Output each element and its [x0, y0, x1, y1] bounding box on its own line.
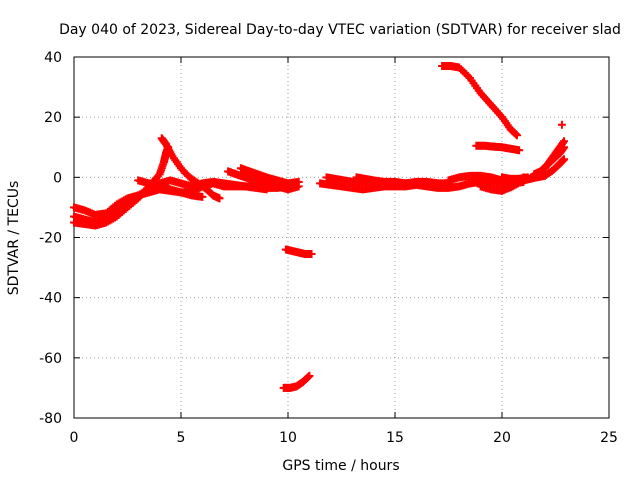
y-tick-label: -40 — [39, 291, 62, 307]
y-tick-label: -60 — [39, 351, 62, 367]
series-track-13 — [438, 62, 521, 140]
x-tick-label: 0 — [70, 430, 79, 446]
y-tick-label: -80 — [39, 411, 62, 427]
data-point — [560, 155, 569, 164]
data-point — [512, 131, 521, 140]
chart-title: Day 040 of 2023, Sidereal Day-to-day VTE… — [59, 22, 621, 38]
series-track-8 — [281, 245, 316, 259]
data-points — [70, 62, 569, 392]
series-track-9 — [279, 371, 314, 392]
x-tick-label: 10 — [279, 430, 297, 446]
data-point — [515, 146, 524, 155]
data-point — [294, 177, 303, 186]
data-point — [557, 120, 566, 129]
x-tick-label: 15 — [386, 430, 404, 446]
y-tick-labels: 40 20 0 -20 -40 -60 -80 — [39, 50, 62, 427]
y-tick-label: -20 — [39, 231, 62, 247]
x-tick-labels: 0 5 10 15 20 25 — [70, 430, 618, 446]
series-track-4 — [157, 134, 224, 203]
series-track-21 — [557, 120, 566, 129]
x-tick-label: 20 — [493, 430, 511, 446]
data-point — [215, 194, 224, 203]
y-axis-label: SDTVAR / TECUs — [6, 181, 22, 296]
y-tick-label: 40 — [44, 50, 62, 66]
data-point — [198, 192, 207, 201]
y-tick-label: 20 — [44, 110, 62, 126]
x-tick-label: 5 — [177, 430, 186, 446]
data-point — [304, 372, 313, 381]
data-point — [560, 143, 569, 152]
x-axis-label: GPS time / hours — [282, 458, 399, 474]
axis-ticks — [73, 56, 610, 419]
series-track-20 — [530, 143, 569, 179]
series-track-5 — [134, 176, 207, 201]
y-tick-label: 0 — [53, 170, 62, 186]
grid — [74, 57, 609, 418]
series-track-7 — [236, 164, 303, 188]
x-tick-label: 25 — [600, 430, 618, 446]
data-point — [307, 250, 316, 259]
data-point — [511, 130, 520, 139]
data-point — [305, 371, 314, 380]
series-track-14 — [472, 141, 524, 155]
